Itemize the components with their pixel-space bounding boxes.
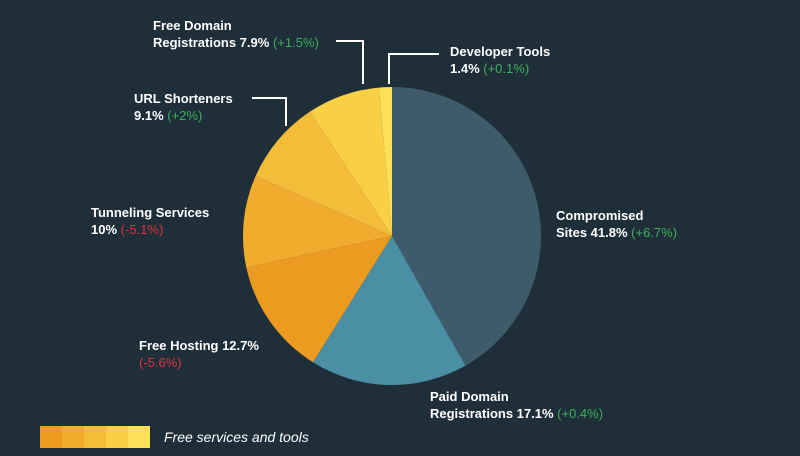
legend-label: Free services and tools xyxy=(164,429,309,445)
legend-swatch-4 xyxy=(106,426,128,448)
label-free-hosting: Free Hosting 12.7% (-5.6%) xyxy=(139,338,259,370)
label-free-domain-registrations: Free Domain Registrations 7.9% (+1.5%) xyxy=(153,18,319,50)
pie-slice-paid-domain-registrations xyxy=(312,236,466,385)
legend-swatch-1 xyxy=(40,426,62,448)
legend-swatch-5 xyxy=(128,426,150,448)
leader-line-url-shorteners xyxy=(252,97,287,126)
label-developer-tools: Developer Tools 1.4% (+0.1%) xyxy=(450,44,551,76)
legend-swatch-2 xyxy=(62,426,84,448)
leader-line-free-domain-registrations xyxy=(336,40,364,84)
label-compromised-sites: Compromised Sites 41.8% (+6.7%) xyxy=(556,208,678,240)
label-tunneling-services: Tunneling Services 10% (-5.1%) xyxy=(91,205,210,237)
legend-swatch-3 xyxy=(84,426,106,448)
label-paid-domain-registrations: Paid Domain Registrations 17.1% (+0.4%) xyxy=(430,389,604,421)
pie-slice-url-shorteners xyxy=(255,111,392,236)
pie-slice-compromised-sites xyxy=(392,87,542,366)
pie-slice-tunneling-services xyxy=(243,175,392,268)
label-url-shorteners: URL Shorteners 9.1% (+2%) xyxy=(134,91,233,123)
pie-slice-free-domain-registrations xyxy=(309,87,392,236)
leader-line-developer-tools xyxy=(388,53,439,84)
legend-swatches xyxy=(40,426,150,448)
pie-slice-free-hosting xyxy=(246,236,392,363)
pie-slice-developer-tools xyxy=(378,87,392,236)
